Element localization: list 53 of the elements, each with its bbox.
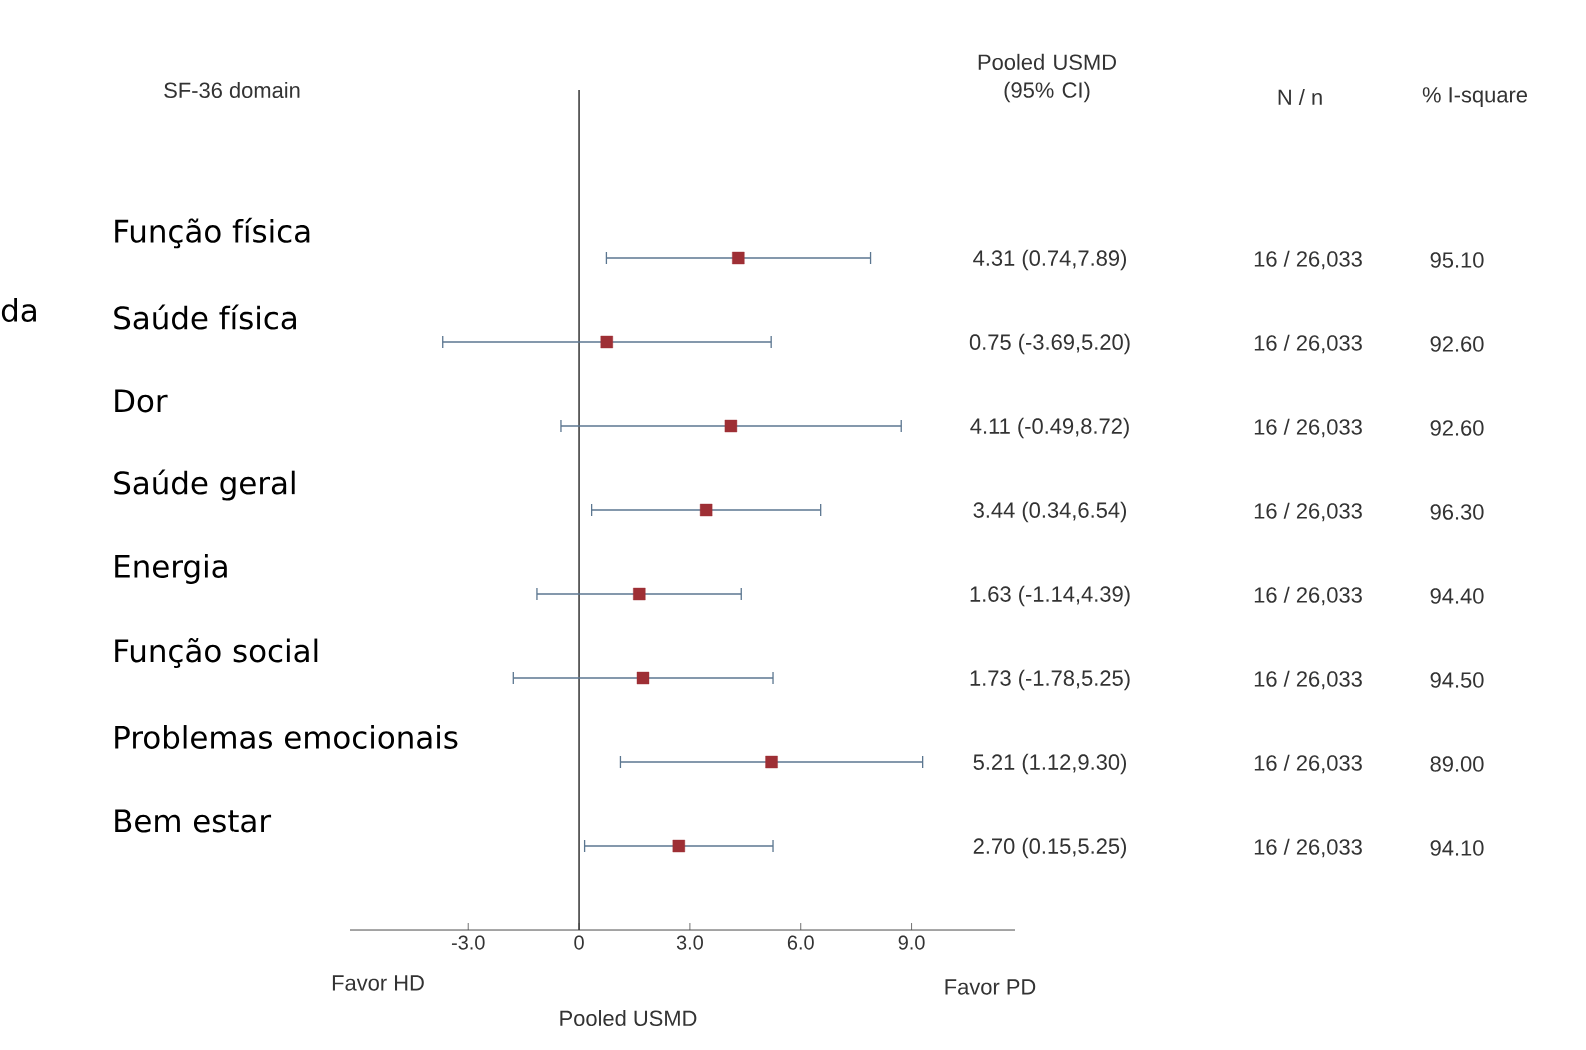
point <box>633 587 646 601</box>
text: 16 / 26,033 <box>1254 754 1362 774</box>
point <box>765 755 778 769</box>
y-tick-label: Bem estar <box>115 809 272 833</box>
text: 16 / 26,033 <box>1254 586 1362 606</box>
y-axis-title: SF-36 domain <box>164 81 300 99</box>
text: 92.60 <box>1430 336 1484 352</box>
text: 94.50 <box>1430 672 1484 688</box>
data-label: 4.11 (-0.49,8.72) <box>970 417 1129 439</box>
text: 92.60 <box>1430 420 1484 436</box>
y-tick-label: Energia <box>115 554 227 584</box>
data-label: 0.75 (-3.69,5.20) <box>969 333 1130 355</box>
y-tick-label: Saúde geral <box>114 469 295 501</box>
point <box>600 335 613 349</box>
y-tick-label: Função física <box>115 217 310 249</box>
x-tick-label: -3.0 <box>451 935 485 950</box>
text: Favor HD <box>332 975 424 991</box>
data-label: 4.31 (0.74,7.89) <box>973 249 1126 271</box>
text: 89.00 <box>1430 756 1484 772</box>
data-label: 5.21 (1.12,9.30) <box>973 753 1126 775</box>
point <box>672 839 686 853</box>
data-label: 1.73 (-1.78,5.25) <box>970 669 1130 691</box>
text: 16 / 26,033 <box>1254 418 1362 438</box>
text: Pooled USMD (95% CI) <box>978 53 1116 103</box>
y-tick-label: Dor <box>115 389 168 413</box>
text: da <box>1 298 36 322</box>
text: Favor PD <box>945 979 1036 995</box>
point <box>636 671 650 685</box>
x-tick-label: 3.0 <box>676 935 703 950</box>
x-tick-label: 9.0 <box>898 935 925 950</box>
y-tick-label: Saúde física <box>114 304 296 330</box>
point <box>724 419 738 433</box>
text: 95.10 <box>1430 252 1484 268</box>
y-tick-label: Problemas emocionais <box>115 725 458 749</box>
text: N / n <box>1278 88 1322 106</box>
text: 16 / 26,033 <box>1254 502 1362 522</box>
data-label: 1.63 (-1.14,4.39) <box>970 585 1130 607</box>
point <box>699 503 713 517</box>
x-axis-title: Pooled USMD <box>560 1009 697 1027</box>
text: 16 / 26,033 <box>1254 334 1362 354</box>
x-tick-label: 0 <box>574 935 584 950</box>
text: 94.40 <box>1430 588 1484 604</box>
text: 16 / 26,033 <box>1254 670 1362 690</box>
data-label: 3.44 (0.34,6.54) <box>973 501 1126 523</box>
y-tick-label: Função social <box>115 638 318 668</box>
text: % I-square <box>1422 87 1528 107</box>
text: 16 / 26,033 <box>1254 838 1362 858</box>
text: 94.10 <box>1430 840 1484 856</box>
point <box>732 251 745 265</box>
x-tick-label: 6.0 <box>787 935 814 950</box>
text: 16 / 26,033 <box>1254 250 1362 270</box>
text: 96.30 <box>1430 504 1484 520</box>
data-label: 2.70 (0.15,5.25) <box>973 837 1126 859</box>
